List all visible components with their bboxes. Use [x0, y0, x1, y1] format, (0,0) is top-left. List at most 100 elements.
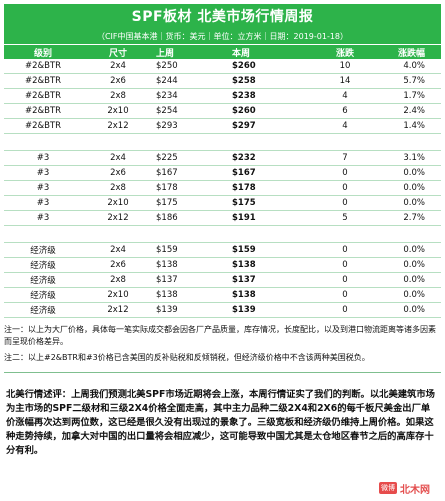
size-cell: 2x8 [110, 275, 126, 285]
last-week-cell: $178 [156, 183, 178, 193]
change-pct-cell: 0.0% [403, 168, 425, 178]
this-week-cell: $238 [232, 91, 256, 101]
change-pct-cell: 3.1% [403, 153, 425, 163]
header-last-week: 上周 [156, 48, 175, 59]
this-week-cell: $138 [232, 290, 256, 300]
size-cell: 2x12 [107, 213, 129, 223]
change-pct-cell: 0.0% [403, 290, 425, 300]
size-cell: 2x4 [110, 245, 126, 255]
change-cell: 7 [342, 153, 348, 163]
last-week-cell: $186 [156, 213, 178, 223]
change-pct-cell: 0.0% [403, 305, 425, 315]
grade-cell: #2&BTR [24, 121, 62, 131]
grade-cell: #2&BTR [24, 106, 62, 116]
last-week-cell: $167 [156, 168, 178, 178]
this-week-cell: $167 [232, 168, 256, 178]
change-cell: 5 [342, 213, 348, 223]
size-cell: 2x6 [110, 76, 126, 86]
last-week-cell: $138 [156, 290, 178, 300]
price-table: SPF板材 北美市场行情周报 （CIF中国基本港｜货币：美元｜单位：立方米｜日期… [4, 4, 441, 318]
size-cell: 2x6 [110, 168, 126, 178]
group-spacer [4, 226, 441, 243]
table-row: #3 2x6 $167 $167 0 0.0% [4, 166, 441, 181]
group-spacer [4, 134, 441, 151]
table-row: 经济级 2x6 $138 $138 0 0.0% [4, 258, 441, 273]
table-row: #2&BTR 2x6 $244 $258 14 5.7% [4, 74, 441, 89]
change-pct-cell: 4.0% [403, 61, 425, 71]
grade-cell: 经济级 [30, 306, 56, 316]
grade-cell: #2&BTR [24, 76, 62, 86]
table-row: #3 2x10 $175 $175 0 0.0% [4, 196, 441, 211]
table-row: 经济级 2x12 $139 $139 0 0.0% [4, 303, 441, 318]
header-grade: 级别 [33, 48, 52, 59]
table-row: #2&BTR 2x4 $250 $260 10 4.0% [4, 59, 441, 74]
this-week-cell: $175 [232, 198, 256, 208]
last-week-cell: $159 [156, 245, 178, 255]
size-cell: 2x10 [107, 290, 129, 300]
grade-cell: 经济级 [30, 261, 56, 271]
table-row: 经济级 2x10 $138 $138 0 0.0% [4, 288, 441, 303]
last-week-cell: $234 [156, 91, 178, 101]
last-week-cell: $244 [156, 76, 178, 86]
this-week-cell: $297 [232, 121, 256, 131]
size-cell: 2x8 [110, 91, 126, 101]
change-pct-cell: 2.7% [403, 213, 425, 223]
divider [4, 372, 441, 373]
header-size: 尺寸 [108, 48, 127, 59]
watermark-logo: 微博 北木网 [379, 479, 439, 497]
logo-text: 北木网 [400, 484, 430, 496]
change-cell: 0 [342, 198, 348, 208]
size-cell: 2x12 [107, 121, 129, 131]
header-this-week: 本周 [232, 48, 251, 59]
change-pct-cell: 0.0% [403, 275, 425, 285]
table-row: 经济级 2x4 $159 $159 0 0.0% [4, 243, 441, 258]
table-row: #3 2x4 $225 $232 7 3.1% [4, 151, 441, 166]
change-cell: 10 [339, 61, 351, 71]
grade-cell: #2&BTR [24, 91, 62, 101]
note-1: 注一：以上为大厂价格，具体每一笔实际成交都会因各厂产品质量，库存情况，长度配比，… [4, 325, 436, 346]
change-pct-cell: 5.7% [403, 76, 425, 86]
grade-cell: 经济级 [30, 246, 56, 256]
last-week-cell: $175 [156, 198, 178, 208]
size-cell: 2x10 [107, 198, 129, 208]
last-week-cell: $254 [156, 106, 178, 116]
grade-cell: #3 [36, 183, 50, 193]
report-subtitle: （CIF中国基本港｜货币：美元｜单位：立方米｜日期：2019-01-18） [4, 30, 441, 44]
change-cell: 0 [342, 168, 348, 178]
change-pct-cell: 1.7% [403, 91, 425, 101]
header-change: 涨跌 [335, 48, 354, 59]
note-2: 注二：以上#2&BTR和#3价格已含美国的反补贴税和反倾销税，但经济级价格中不含… [4, 353, 370, 362]
change-pct-cell: 0.0% [403, 198, 425, 208]
market-review: 北美行情述评：上周我们预测北美SPF市场近期将会上涨，本周行情证实了我们的判断。… [6, 389, 435, 456]
header-change-pct: 涨跌幅 [397, 48, 425, 59]
change-cell: 0 [342, 183, 348, 193]
change-cell: 0 [342, 305, 348, 315]
size-cell: 2x10 [107, 106, 129, 116]
this-week-cell: $232 [232, 153, 256, 163]
change-cell: 4 [342, 91, 348, 101]
last-week-cell: $137 [156, 275, 178, 285]
size-cell: 2x8 [110, 183, 126, 193]
table-row: 经济级 2x8 $137 $137 0 0.0% [4, 273, 441, 288]
table-header: 级别 尺寸 上周 本周 涨跌 涨跌幅 [4, 45, 441, 59]
this-week-cell: $138 [232, 260, 256, 270]
size-cell: 2x4 [110, 153, 126, 163]
this-week-cell: $139 [232, 305, 256, 315]
change-pct-cell: 2.4% [403, 106, 425, 116]
grade-cell: #3 [36, 198, 50, 208]
change-cell: 6 [342, 106, 348, 116]
this-week-cell: $137 [232, 275, 256, 285]
size-cell: 2x6 [110, 260, 126, 270]
change-cell: 0 [342, 290, 348, 300]
last-week-cell: $139 [156, 305, 178, 315]
change-cell: 0 [342, 260, 348, 270]
last-week-cell: $250 [156, 61, 178, 71]
logo-badge: 微博 [379, 482, 397, 494]
table-body: #2&BTR 2x4 $250 $260 10 4.0% #2&BTR 2x6 $244 $258… [4, 59, 441, 318]
this-week-cell: $191 [232, 213, 256, 223]
table-row: #2&BTR 2x12 $293 $297 4 1.4% [4, 119, 441, 134]
this-week-cell: $159 [232, 245, 256, 255]
grade-cell: #2&BTR [24, 61, 62, 71]
last-week-cell: $225 [156, 153, 178, 163]
last-week-cell: $138 [156, 260, 178, 270]
